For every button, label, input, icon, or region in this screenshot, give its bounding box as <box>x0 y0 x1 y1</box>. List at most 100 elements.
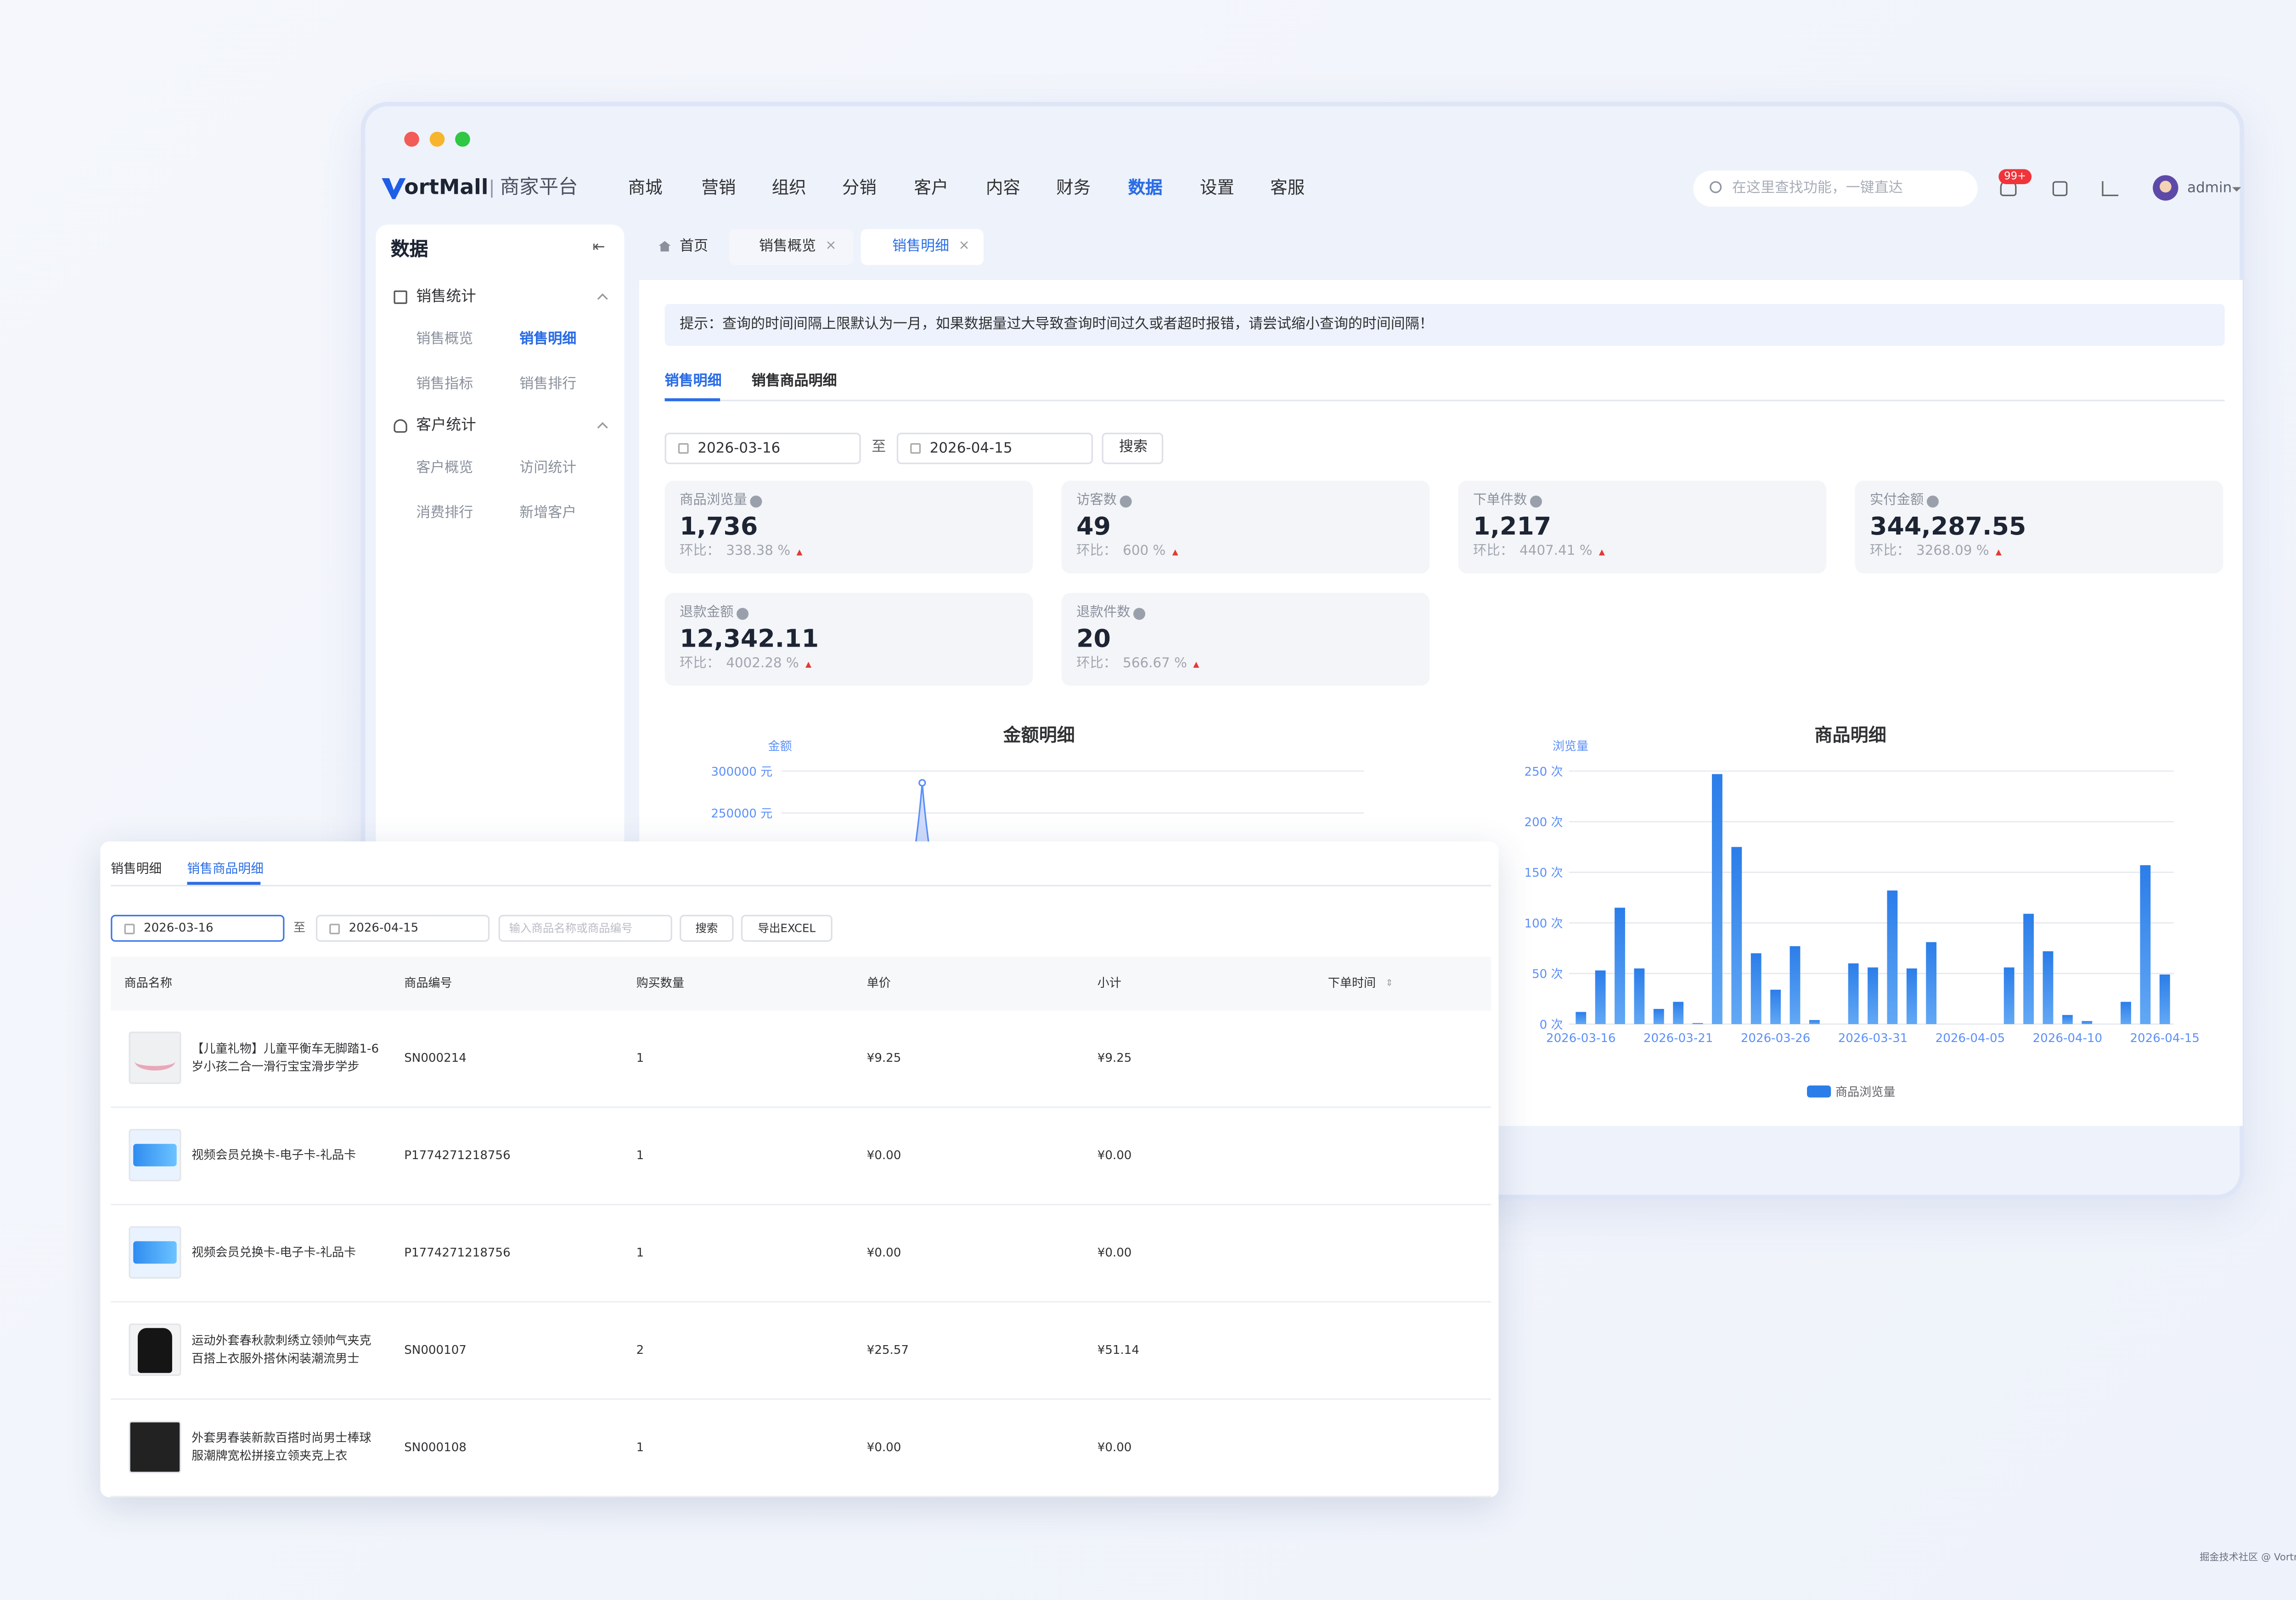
nav-item[interactable]: 财务 <box>1056 177 1091 198</box>
nav-item[interactable]: 营销 <box>701 177 736 198</box>
stat-card <box>664 593 1033 686</box>
x-tick-label: 2026-04-10 <box>2033 1031 2103 1045</box>
tab[interactable]: 首页 <box>680 238 709 255</box>
ratio-label: 环比： <box>680 656 720 672</box>
nav-item[interactable]: 数据 <box>1128 177 1163 198</box>
export-button[interactable] <box>741 914 833 942</box>
sidebar-item[interactable]: 新增客户 <box>519 505 577 522</box>
sidebar-group[interactable]: 销售统计 <box>416 289 476 306</box>
card-graphic <box>133 1241 177 1264</box>
x-tick-label: 2026-03-26 <box>1741 1031 1811 1045</box>
overlay-tab-active[interactable]: 销售商品明细 <box>187 862 264 878</box>
calendar-icon <box>329 923 340 934</box>
sidebar-item[interactable]: 访问统计 <box>519 460 577 477</box>
ratio-value: 600 % <box>1123 544 1166 560</box>
keyword-placeholder: 输入商品名称或商品编号 <box>509 921 633 935</box>
window-dot <box>404 131 419 147</box>
product-image <box>129 1420 181 1474</box>
tab[interactable]: 销售概览 <box>759 238 816 255</box>
date-input[interactable] <box>664 433 861 464</box>
bar <box>1634 968 1645 1024</box>
overlay-panel <box>100 841 1499 1498</box>
ratio-label: 环比： <box>1473 544 1514 560</box>
date-input[interactable] <box>896 433 1093 464</box>
bar <box>1692 1023 1703 1024</box>
nav-item[interactable]: 内容 <box>985 177 1020 198</box>
nav-item[interactable]: 分销 <box>842 177 877 198</box>
collapse-icon[interactable]: ⇤ <box>592 239 605 256</box>
help-icon <box>1530 496 1542 508</box>
stat-card <box>1458 480 1827 574</box>
ratio-label: 环比： <box>1076 544 1117 560</box>
footer-credit: 掘金技术社区 @ Vortmall <box>2200 1551 2296 1563</box>
tab-active[interactable]: 销售明细 <box>892 238 950 255</box>
stat-label: 退款件数 <box>1076 606 1131 621</box>
sidebar-item[interactable]: 客户概览 <box>416 460 473 477</box>
table-cell: P1774271218756 <box>404 1149 511 1162</box>
stat-card <box>664 480 1033 574</box>
date-input[interactable] <box>315 914 490 942</box>
user-name[interactable]: admin <box>2187 180 2232 197</box>
notify-badge: 99+ <box>2004 170 2026 183</box>
stat-value: 12,342.11 <box>680 624 819 653</box>
search-button-label: 搜索 <box>1119 439 1148 456</box>
nav-item[interactable]: 客户 <box>914 177 949 198</box>
logo-text[interactable]: ortMall <box>404 176 489 200</box>
layout-icon[interactable] <box>2052 181 2068 197</box>
translate-icon[interactable] <box>2102 181 2119 197</box>
sort-icon[interactable]: ⇕ <box>1385 978 1393 989</box>
stat-value: 1,217 <box>1473 512 1552 541</box>
keyword-input[interactable] <box>498 914 672 942</box>
search-icon <box>1710 181 1722 193</box>
nav-item[interactable]: 设置 <box>1200 177 1235 198</box>
bar <box>1653 1008 1664 1024</box>
up-arrow <box>1193 662 1199 668</box>
help-icon <box>1926 496 1939 508</box>
overlay-tab[interactable]: 销售明细 <box>111 862 162 878</box>
ratio-label: 环比： <box>1076 656 1117 672</box>
user-caret <box>2232 187 2241 192</box>
y-tick-label: 0 次 <box>1540 1018 1563 1032</box>
sub-tab[interactable]: 销售商品明细 <box>751 373 837 390</box>
date-input[interactable] <box>111 914 285 942</box>
search-button[interactable] <box>1102 433 1164 464</box>
sidebar-item[interactable]: 销售排行 <box>519 376 577 393</box>
tab-box[interactable] <box>729 229 854 265</box>
y-tick-label: 300000 元 <box>711 765 772 779</box>
search-placeholder: 在这里查找功能，一键直达 <box>1732 180 1903 197</box>
search-button[interactable] <box>680 914 734 942</box>
y-tick-label: 50 次 <box>1532 968 1563 981</box>
group-icon <box>394 290 407 304</box>
table-cell: ¥51.14 <box>1097 1343 1140 1357</box>
export-button-label: 导出EXCEL <box>758 921 816 935</box>
stat-label: 访客数 <box>1076 493 1117 509</box>
y-tick-label: 250 次 <box>1524 765 1563 779</box>
bar <box>1809 1020 1820 1024</box>
stat-card <box>1061 593 1430 686</box>
date-value: 2026-04-15 <box>349 921 419 935</box>
sidebar-group[interactable]: 客户统计 <box>416 417 476 434</box>
nav-item[interactable]: 客服 <box>1270 177 1305 198</box>
bar <box>1615 907 1625 1024</box>
sidebar-item[interactable]: 消费排行 <box>416 505 473 522</box>
sidebar-item[interactable]: 销售概览 <box>416 331 473 348</box>
column-header: 单价 <box>867 976 891 990</box>
search-box[interactable] <box>1693 170 1978 207</box>
nav-item[interactable]: 商城 <box>628 177 663 198</box>
tab-close[interactable]: × <box>958 239 970 254</box>
avatar[interactable] <box>2153 175 2178 201</box>
bar <box>2023 913 2034 1024</box>
up-arrow <box>1172 549 1178 556</box>
sidebar-item[interactable]: 销售明细 <box>519 331 577 348</box>
column-header[interactable]: 下单时间 <box>1328 976 1376 990</box>
bar <box>2043 951 2054 1024</box>
table-header <box>111 957 1491 1011</box>
tab-close[interactable]: × <box>825 239 837 254</box>
table-cell: ¥9.25 <box>1097 1051 1132 1065</box>
nav-item[interactable]: 组织 <box>771 177 806 198</box>
tab-box-active[interactable] <box>861 229 984 265</box>
date-value: 2026-03-16 <box>698 439 781 456</box>
bar <box>1868 967 1878 1024</box>
sidebar-item[interactable]: 销售指标 <box>416 376 473 393</box>
sub-tab-active[interactable]: 销售明细 <box>664 373 722 390</box>
